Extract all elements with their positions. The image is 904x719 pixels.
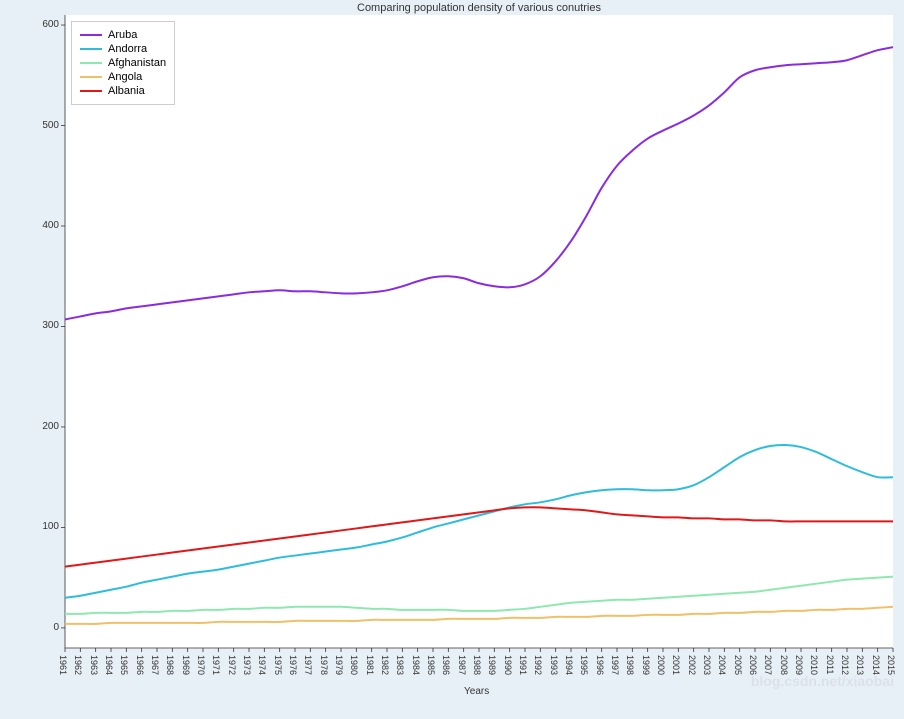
- legend-item: Aruba: [80, 29, 166, 41]
- x-tick-label: 1973: [242, 655, 252, 675]
- legend-item: Albania: [80, 85, 166, 97]
- x-tick-label: 1978: [319, 655, 329, 675]
- x-tick-label: 1969: [181, 655, 191, 675]
- x-tick-label: 1977: [303, 655, 313, 675]
- x-tick-label: 1980: [349, 655, 359, 675]
- x-tick-label: 1984: [411, 655, 421, 675]
- legend-swatch: [80, 76, 102, 78]
- x-tick-label: 1979: [334, 655, 344, 675]
- x-tick-label: 1963: [89, 655, 99, 675]
- x-tick-label: 2000: [656, 655, 666, 675]
- x-tick-label: 1966: [135, 655, 145, 675]
- x-tick-label: 2007: [763, 655, 773, 675]
- x-tick-label: 1987: [457, 655, 467, 675]
- x-tick-label: 1985: [426, 655, 436, 675]
- x-tick-label: 1961: [58, 655, 68, 675]
- x-tick-label: 2010: [809, 655, 819, 675]
- x-tick-label: 1986: [441, 655, 451, 675]
- legend: Aruba Andorra Afghanistan Angola Albania: [71, 21, 175, 105]
- x-tick-label: 1983: [395, 655, 405, 675]
- chart-svg: [0, 0, 904, 719]
- x-tick-label: 1998: [625, 655, 635, 675]
- chart-container: Comparing population density of various …: [0, 0, 904, 719]
- x-tick-label: 1995: [579, 655, 589, 675]
- x-tick-label: 1989: [487, 655, 497, 675]
- legend-label: Afghanistan: [108, 57, 166, 69]
- x-tick-label: 1991: [518, 655, 528, 675]
- legend-item: Angola: [80, 71, 166, 83]
- x-tick-label: 1996: [595, 655, 605, 675]
- x-tick-label: 1992: [533, 655, 543, 675]
- legend-label: Aruba: [108, 29, 137, 41]
- legend-label: Albania: [108, 85, 145, 97]
- x-tick-label: 2013: [855, 655, 865, 675]
- legend-swatch: [80, 34, 102, 36]
- x-tick-label: 1970: [196, 655, 206, 675]
- x-tick-label: 1994: [564, 655, 574, 675]
- legend-item: Andorra: [80, 43, 166, 55]
- y-tick-label: 600: [33, 19, 59, 30]
- y-tick-label: 300: [33, 320, 59, 331]
- x-axis-label: Years: [464, 686, 489, 697]
- y-tick-label: 400: [33, 220, 59, 231]
- x-tick-label: 2006: [748, 655, 758, 675]
- x-tick-label: 2002: [687, 655, 697, 675]
- x-tick-label: 1968: [165, 655, 175, 675]
- series-line: [65, 577, 893, 614]
- x-tick-label: 1993: [549, 655, 559, 675]
- legend-swatch: [80, 62, 102, 64]
- x-tick-label: 1967: [150, 655, 160, 675]
- x-tick-label: 1965: [119, 655, 129, 675]
- x-tick-label: 1976: [288, 655, 298, 675]
- y-tick-label: 500: [33, 120, 59, 131]
- x-tick-label: 2008: [779, 655, 789, 675]
- y-tick-label: 0: [33, 622, 59, 633]
- x-tick-label: 1999: [641, 655, 651, 675]
- x-tick-label: 2015: [886, 655, 896, 675]
- x-tick-label: 2011: [825, 655, 835, 674]
- legend-swatch: [80, 90, 102, 92]
- x-tick-label: 1975: [273, 655, 283, 675]
- legend-item: Afghanistan: [80, 57, 166, 69]
- x-tick-label: 2004: [717, 655, 727, 675]
- x-tick-label: 2005: [733, 655, 743, 675]
- series-line: [65, 607, 893, 624]
- x-tick-label: 1997: [610, 655, 620, 675]
- x-tick-label: 2003: [702, 655, 712, 675]
- legend-label: Angola: [108, 71, 142, 83]
- x-tick-label: 2014: [871, 655, 881, 675]
- x-tick-label: 1964: [104, 655, 114, 675]
- y-tick-label: 200: [33, 421, 59, 432]
- x-tick-label: 1988: [472, 655, 482, 675]
- watermark: blog.csdn.net/xiaobai: [751, 673, 894, 689]
- x-tick-label: 2001: [671, 655, 681, 675]
- legend-label: Andorra: [108, 43, 147, 55]
- x-tick-label: 1962: [73, 655, 83, 675]
- x-tick-label: 1990: [503, 655, 513, 675]
- legend-swatch: [80, 48, 102, 50]
- x-tick-label: 2012: [840, 655, 850, 675]
- x-tick-label: 1972: [227, 655, 237, 675]
- x-tick-label: 1981: [365, 655, 375, 675]
- x-tick-label: 2009: [794, 655, 804, 675]
- x-tick-label: 1974: [257, 655, 267, 675]
- series-line: [65, 445, 893, 598]
- y-tick-label: 100: [33, 521, 59, 532]
- x-tick-label: 1971: [211, 655, 221, 675]
- x-tick-label: 1982: [380, 655, 390, 675]
- series-line: [65, 47, 893, 319]
